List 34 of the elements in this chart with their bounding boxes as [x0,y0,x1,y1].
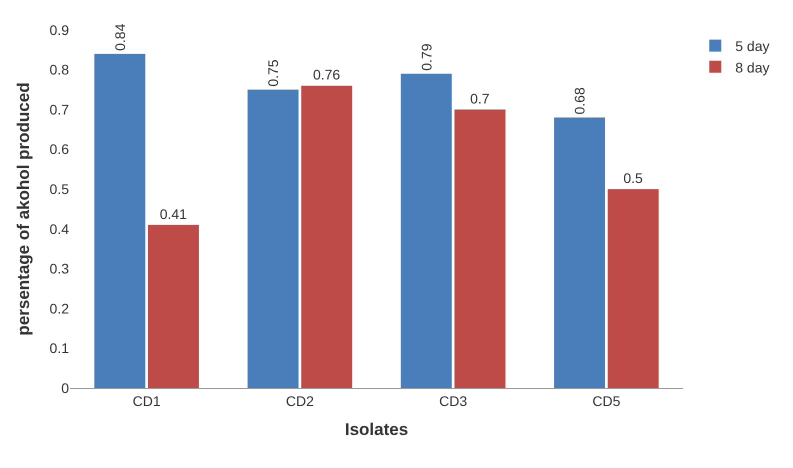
bar [301,86,352,388]
x-tick-label: CD1 [132,392,161,409]
y-tick-label: 0.3 [50,260,70,277]
y-tick-label: 0.4 [50,220,70,237]
data-label: 0.75 [265,59,282,87]
legend-label: 5 day [735,38,770,54]
y-tick-label: 0.5 [50,181,70,198]
x-tick-label: CD3 [439,392,468,409]
bar [608,189,659,388]
x-tick-label: CD2 [286,392,314,409]
y-tick-label: 0.8 [50,62,70,78]
data-label: 0.7 [470,90,490,107]
bar [248,90,299,388]
data-label: 0.84 [112,23,128,51]
bar [454,110,506,388]
y-tick-label: 0.9 [50,22,70,38]
bar [400,74,452,388]
data-label: 0.76 [312,66,340,83]
y-axis-title: persentage of akohol produced [14,82,34,336]
bar [554,118,606,388]
x-axis-title: Isolates [344,420,408,440]
bar [148,224,199,388]
data-label: 0.79 [418,43,434,71]
bar [94,54,146,388]
data-label: 0.5 [623,170,644,186]
y-tick-label: 0.1 [50,340,70,356]
y-tick-label: 0 [61,380,70,396]
x-tick-label: CD5 [592,392,621,409]
data-label: 0.68 [572,87,588,115]
data-label: 0.41 [160,206,188,222]
y-tick-label: 0.2 [50,300,70,316]
legend-label: 8 day [735,59,770,76]
y-tick-label: 0.7 [50,101,70,118]
y-tick-label: 0.6 [50,141,70,158]
